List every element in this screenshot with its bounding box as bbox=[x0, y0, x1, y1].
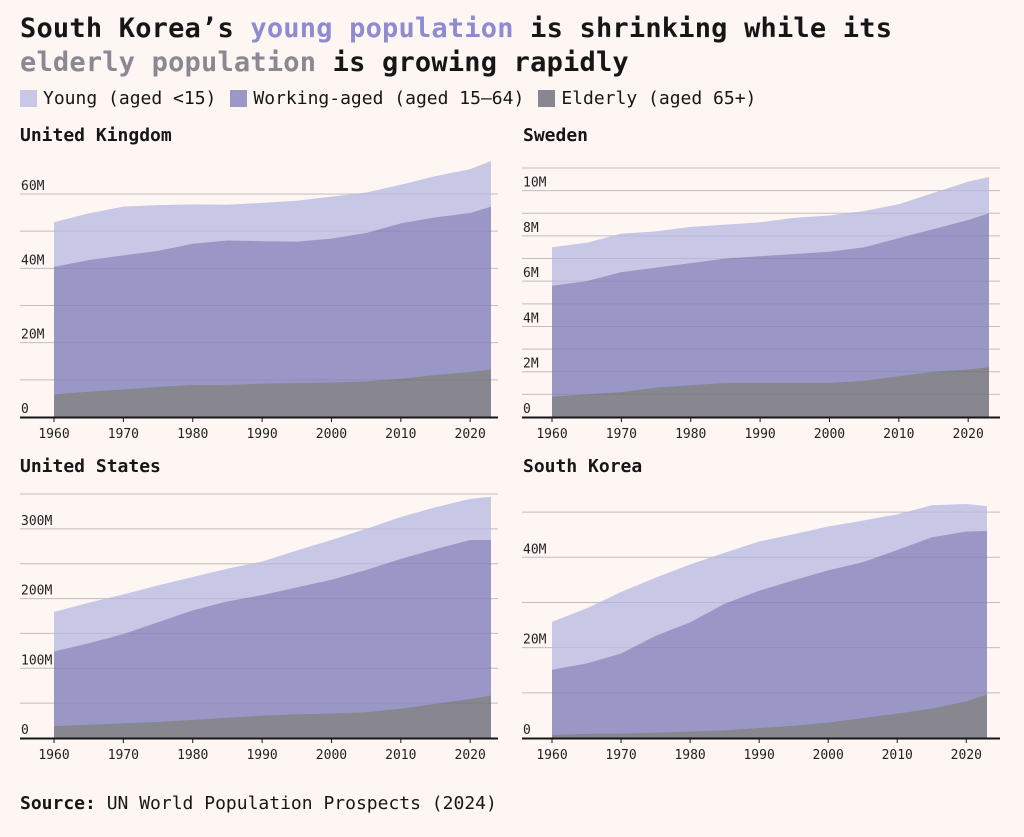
y-tick-label: 20M bbox=[21, 328, 45, 343]
legend-item-working: Working-aged (aged 15–64) bbox=[230, 88, 524, 109]
x-tick-label: 2000 bbox=[814, 427, 845, 442]
y-tick-label: 4M bbox=[523, 311, 539, 326]
x-tick-label: 2000 bbox=[813, 748, 844, 763]
x-tick-label: 2010 bbox=[385, 427, 416, 442]
area-working-aged bbox=[552, 213, 989, 417]
x-tick-label: 1980 bbox=[177, 748, 208, 763]
legend: Young (aged <15) Working-aged (aged 15–6… bbox=[20, 88, 756, 109]
y-tick-label: 2M bbox=[523, 357, 539, 372]
y-tick-label: 100M bbox=[21, 653, 52, 668]
y-tick-label: 20M bbox=[523, 633, 547, 648]
area-elderly bbox=[54, 695, 491, 738]
y-tick-label: 0 bbox=[523, 402, 531, 417]
panel-title-sweden: Sweden bbox=[523, 125, 589, 146]
y-tick-label: 40M bbox=[523, 542, 547, 557]
y-tick-label: 40M bbox=[21, 253, 45, 268]
source-note: Source: UN World Population Prospects (2… bbox=[20, 793, 497, 814]
x-tick-label: 1960 bbox=[38, 427, 69, 442]
y-tick-label: 60M bbox=[21, 179, 45, 194]
title-part-1: South Korea’s bbox=[20, 13, 251, 44]
x-tick-label: 2000 bbox=[316, 748, 347, 763]
panel-title-united-kingdom: United Kingdom bbox=[20, 125, 172, 146]
chart-title: South Korea’s young population is shrink… bbox=[20, 12, 1010, 80]
x-tick-label: 1990 bbox=[743, 748, 774, 763]
chart-united-kingdom: 0 20M 40M 60M 1960 1970 1980 1990 2000 2010 2020 bbox=[20, 160, 498, 442]
legend-item-young: Young (aged <15) bbox=[20, 88, 216, 109]
legend-label-working: Working-aged (aged 15–64) bbox=[253, 88, 525, 109]
chart-united-states: 0 100M 200M 300M 1960 1970 1980 1990 2000 2010 202… bbox=[20, 493, 498, 763]
legend-swatch-working bbox=[230, 90, 248, 107]
x-tick-label: 1960 bbox=[536, 427, 567, 442]
source-label: Source: bbox=[20, 793, 96, 814]
area-elderly bbox=[552, 367, 989, 417]
x-tick-label: 2020 bbox=[455, 427, 486, 442]
y-tick-label: 8M bbox=[523, 221, 539, 236]
area-elderly bbox=[552, 694, 987, 738]
x-tick-label: 1970 bbox=[108, 748, 139, 763]
title-part-3: is growing rapidly bbox=[316, 47, 629, 78]
panel-title-south-korea: South Korea bbox=[523, 456, 643, 477]
legend-swatch-young bbox=[20, 90, 37, 107]
x-tick-label: 2010 bbox=[385, 748, 416, 763]
y-tick-label: 0 bbox=[21, 402, 29, 417]
x-tick-label: 1970 bbox=[605, 748, 636, 763]
x-tick-label: 1980 bbox=[177, 427, 208, 442]
area-working-aged bbox=[552, 531, 987, 738]
x-tick-label: 1970 bbox=[108, 427, 139, 442]
x-tick-label: 2020 bbox=[455, 748, 486, 763]
x-tick-label: 1990 bbox=[246, 427, 277, 442]
panel-title-united-states: United States bbox=[20, 456, 161, 477]
legend-swatch-elderly bbox=[538, 90, 556, 107]
y-tick-label: 0 bbox=[523, 723, 531, 738]
x-tick-label: 1970 bbox=[606, 427, 637, 442]
x-tick-label: 2010 bbox=[882, 748, 913, 763]
source-text: UN World Population Prospects (2024) bbox=[106, 793, 497, 814]
x-tick-label: 1990 bbox=[744, 427, 775, 442]
title-young-highlight: young population bbox=[250, 13, 514, 44]
x-tick-label: 2000 bbox=[316, 427, 347, 442]
title-part-2: is shrinking while its bbox=[513, 13, 893, 44]
x-tick-label: 2020 bbox=[951, 748, 982, 763]
title-elderly-highlight: elderly population bbox=[20, 47, 317, 78]
y-tick-label: 200M bbox=[21, 584, 52, 599]
x-tick-label: 2020 bbox=[953, 427, 984, 442]
area-working-aged bbox=[54, 540, 491, 738]
y-tick-label: 0 bbox=[21, 723, 29, 738]
area-working-aged bbox=[54, 206, 491, 417]
x-tick-label: 1980 bbox=[675, 427, 706, 442]
chart-sweden: 0 2M 4M 6M 8M 10M 1960 1970 1980 1990 2000 2010 2020 bbox=[522, 167, 1000, 442]
x-tick-label: 1960 bbox=[38, 748, 69, 763]
chart-south-korea: 0 20M 40M 1960 1970 1980 1990 2000 2010 2020 bbox=[522, 503, 1000, 763]
y-tick-label: 10M bbox=[523, 176, 547, 191]
area-elderly bbox=[54, 369, 491, 417]
legend-item-elderly: Elderly (aged 65+) bbox=[538, 88, 756, 109]
y-tick-label: 300M bbox=[21, 514, 52, 529]
legend-label-elderly: Elderly (aged 65+) bbox=[561, 88, 757, 109]
x-tick-label: 1960 bbox=[536, 748, 567, 763]
x-tick-label: 1990 bbox=[246, 748, 277, 763]
y-tick-label: 6M bbox=[523, 266, 539, 281]
x-tick-label: 1980 bbox=[674, 748, 705, 763]
legend-label-young: Young (aged <15) bbox=[43, 88, 217, 109]
x-tick-label: 2010 bbox=[883, 427, 914, 442]
